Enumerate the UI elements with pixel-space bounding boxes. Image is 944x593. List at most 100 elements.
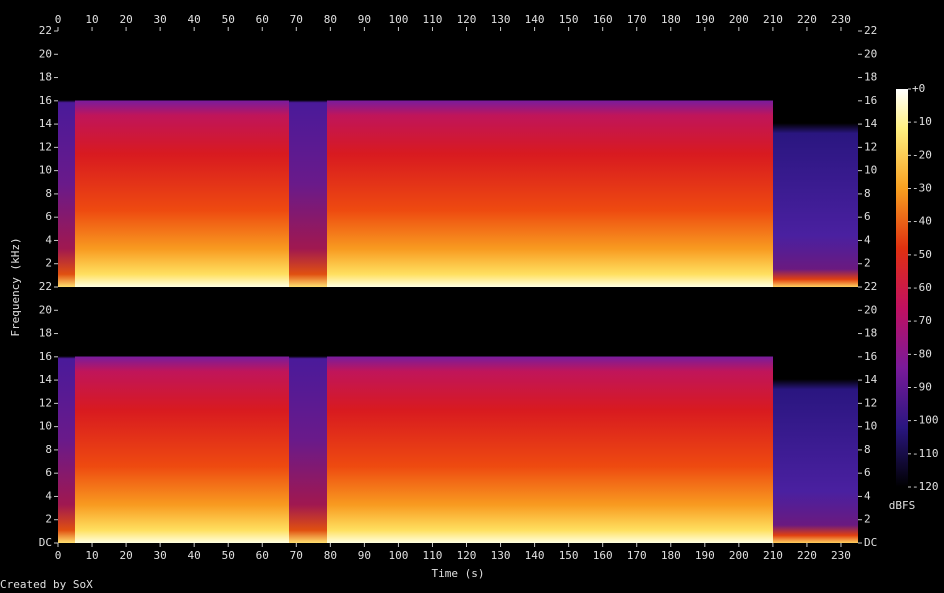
colorbar-tick-label: +0: [912, 82, 925, 95]
y-tick-label: 6: [45, 466, 52, 479]
x-tick-label: 200: [729, 13, 749, 26]
colorbar-tick-label: -90: [912, 381, 932, 394]
y-tick-label: 22: [864, 24, 877, 37]
x-tick-label: 190: [695, 13, 715, 26]
y-tick-label: 16: [39, 350, 52, 363]
x-tick-label: 170: [627, 549, 647, 562]
x-tick-label: 60: [256, 549, 269, 562]
y-tick-label: 4: [45, 489, 52, 502]
x-tick-label: 50: [222, 549, 235, 562]
x-tick-label: 140: [525, 549, 545, 562]
x-tick-label: 110: [423, 13, 443, 26]
y-tick-label: 4: [864, 489, 871, 502]
y-tick-label: 18: [39, 327, 52, 340]
y-tick-label: 2: [45, 513, 52, 526]
x-tick-label: 160: [593, 549, 613, 562]
x-tick-label: 70: [290, 13, 303, 26]
y-tick-label: 18: [864, 71, 877, 84]
y-tick-label: 16: [864, 94, 877, 107]
colorbar-tick-label: -20: [912, 148, 932, 161]
footer: Created by SoX: [0, 578, 93, 591]
y-tick-label: 22: [39, 24, 52, 37]
x-tick-label: 220: [797, 549, 817, 562]
y-tick-label: 6: [864, 210, 871, 223]
y-tick-label: 14: [864, 117, 878, 130]
x-tick-label: 60: [256, 13, 269, 26]
y-tick-label: 8: [864, 187, 871, 200]
x-tick-label: 20: [119, 13, 132, 26]
x-tick-label: 180: [661, 13, 681, 26]
y-tick-label: 22: [864, 280, 877, 293]
x-tick-label: 40: [188, 549, 201, 562]
colorbar-tick-label: -100: [912, 414, 939, 427]
y-tick-label: DC: [39, 536, 52, 549]
x-tick-label: 10: [85, 13, 98, 26]
colorbar-tick-label: -70: [912, 314, 932, 327]
y-tick-label: 14: [39, 373, 53, 386]
x-tick-label: 100: [388, 13, 408, 26]
colorbar-tick-label: -110: [912, 447, 939, 460]
spectrogram-image: [58, 287, 858, 543]
x-tick-label: 90: [358, 13, 371, 26]
y-tick-label: 18: [864, 327, 877, 340]
x-tick-label: 170: [627, 13, 647, 26]
y-tick-label: 12: [39, 140, 52, 153]
x-tick-label: 110: [423, 549, 443, 562]
x-tick-label: 50: [222, 13, 235, 26]
x-tick-label: 0: [55, 549, 62, 562]
colorbar-label: dBFS: [889, 499, 916, 512]
x-tick-label: 130: [491, 549, 511, 562]
y-tick-label: 16: [39, 94, 52, 107]
x-tick-label: 80: [324, 13, 337, 26]
y-tick-label: 2: [864, 257, 871, 270]
x-tick-label: 210: [763, 13, 783, 26]
colorbar-tick-label: -80: [912, 347, 932, 360]
colorbar-tick-label: -30: [912, 182, 932, 195]
x-tick-label: 200: [729, 549, 749, 562]
y-tick-label: 10: [864, 420, 877, 433]
x-tick-label: 70: [290, 549, 303, 562]
x-tick-label: 90: [358, 549, 371, 562]
x-axis-label: Time (s): [432, 567, 485, 580]
y-tick-label: 8: [45, 443, 52, 456]
y-tick-label: 20: [39, 47, 52, 60]
y-tick-label: 10: [39, 420, 52, 433]
y-tick-label: 16: [864, 350, 877, 363]
spectrogram-image: [58, 31, 858, 287]
x-tick-label: 30: [154, 13, 167, 26]
x-tick-label: 210: [763, 549, 783, 562]
y-tick-label: 8: [45, 187, 52, 200]
y-tick-label: 12: [39, 396, 52, 409]
y-tick-label: 2: [864, 513, 871, 526]
x-tick-label: 120: [457, 13, 477, 26]
y-tick-label: DC: [864, 536, 877, 549]
y-tick-label: 4: [864, 233, 871, 246]
x-tick-label: 130: [491, 13, 511, 26]
y-tick-label: 14: [39, 117, 53, 130]
y-tick-label: 14: [864, 373, 878, 386]
x-tick-label: 20: [119, 549, 132, 562]
y-tick-label: 18: [39, 71, 52, 84]
y-tick-label: 8: [864, 443, 871, 456]
y-tick-label: 4: [45, 233, 52, 246]
colorbar: [896, 89, 908, 487]
y-tick-label: 2: [45, 257, 52, 270]
y-axis-label: Frequency (kHz): [9, 237, 22, 336]
y-tick-label: 6: [864, 466, 871, 479]
x-tick-label: 100: [388, 549, 408, 562]
x-tick-label: 80: [324, 549, 337, 562]
y-tick-label: 20: [39, 303, 52, 316]
x-tick-label: 230: [831, 549, 851, 562]
x-tick-label: 180: [661, 549, 681, 562]
colorbar-tick-label: -120: [912, 480, 939, 493]
colorbar-tick-label: -50: [912, 248, 932, 261]
y-tick-label: 20: [864, 47, 877, 60]
x-tick-label: 40: [188, 13, 201, 26]
colorbar-tick-label: -40: [912, 215, 932, 228]
x-tick-label: 120: [457, 549, 477, 562]
colorbar-tick-label: -10: [912, 115, 932, 128]
x-tick-label: 150: [559, 549, 579, 562]
y-tick-label: 22: [39, 280, 52, 293]
